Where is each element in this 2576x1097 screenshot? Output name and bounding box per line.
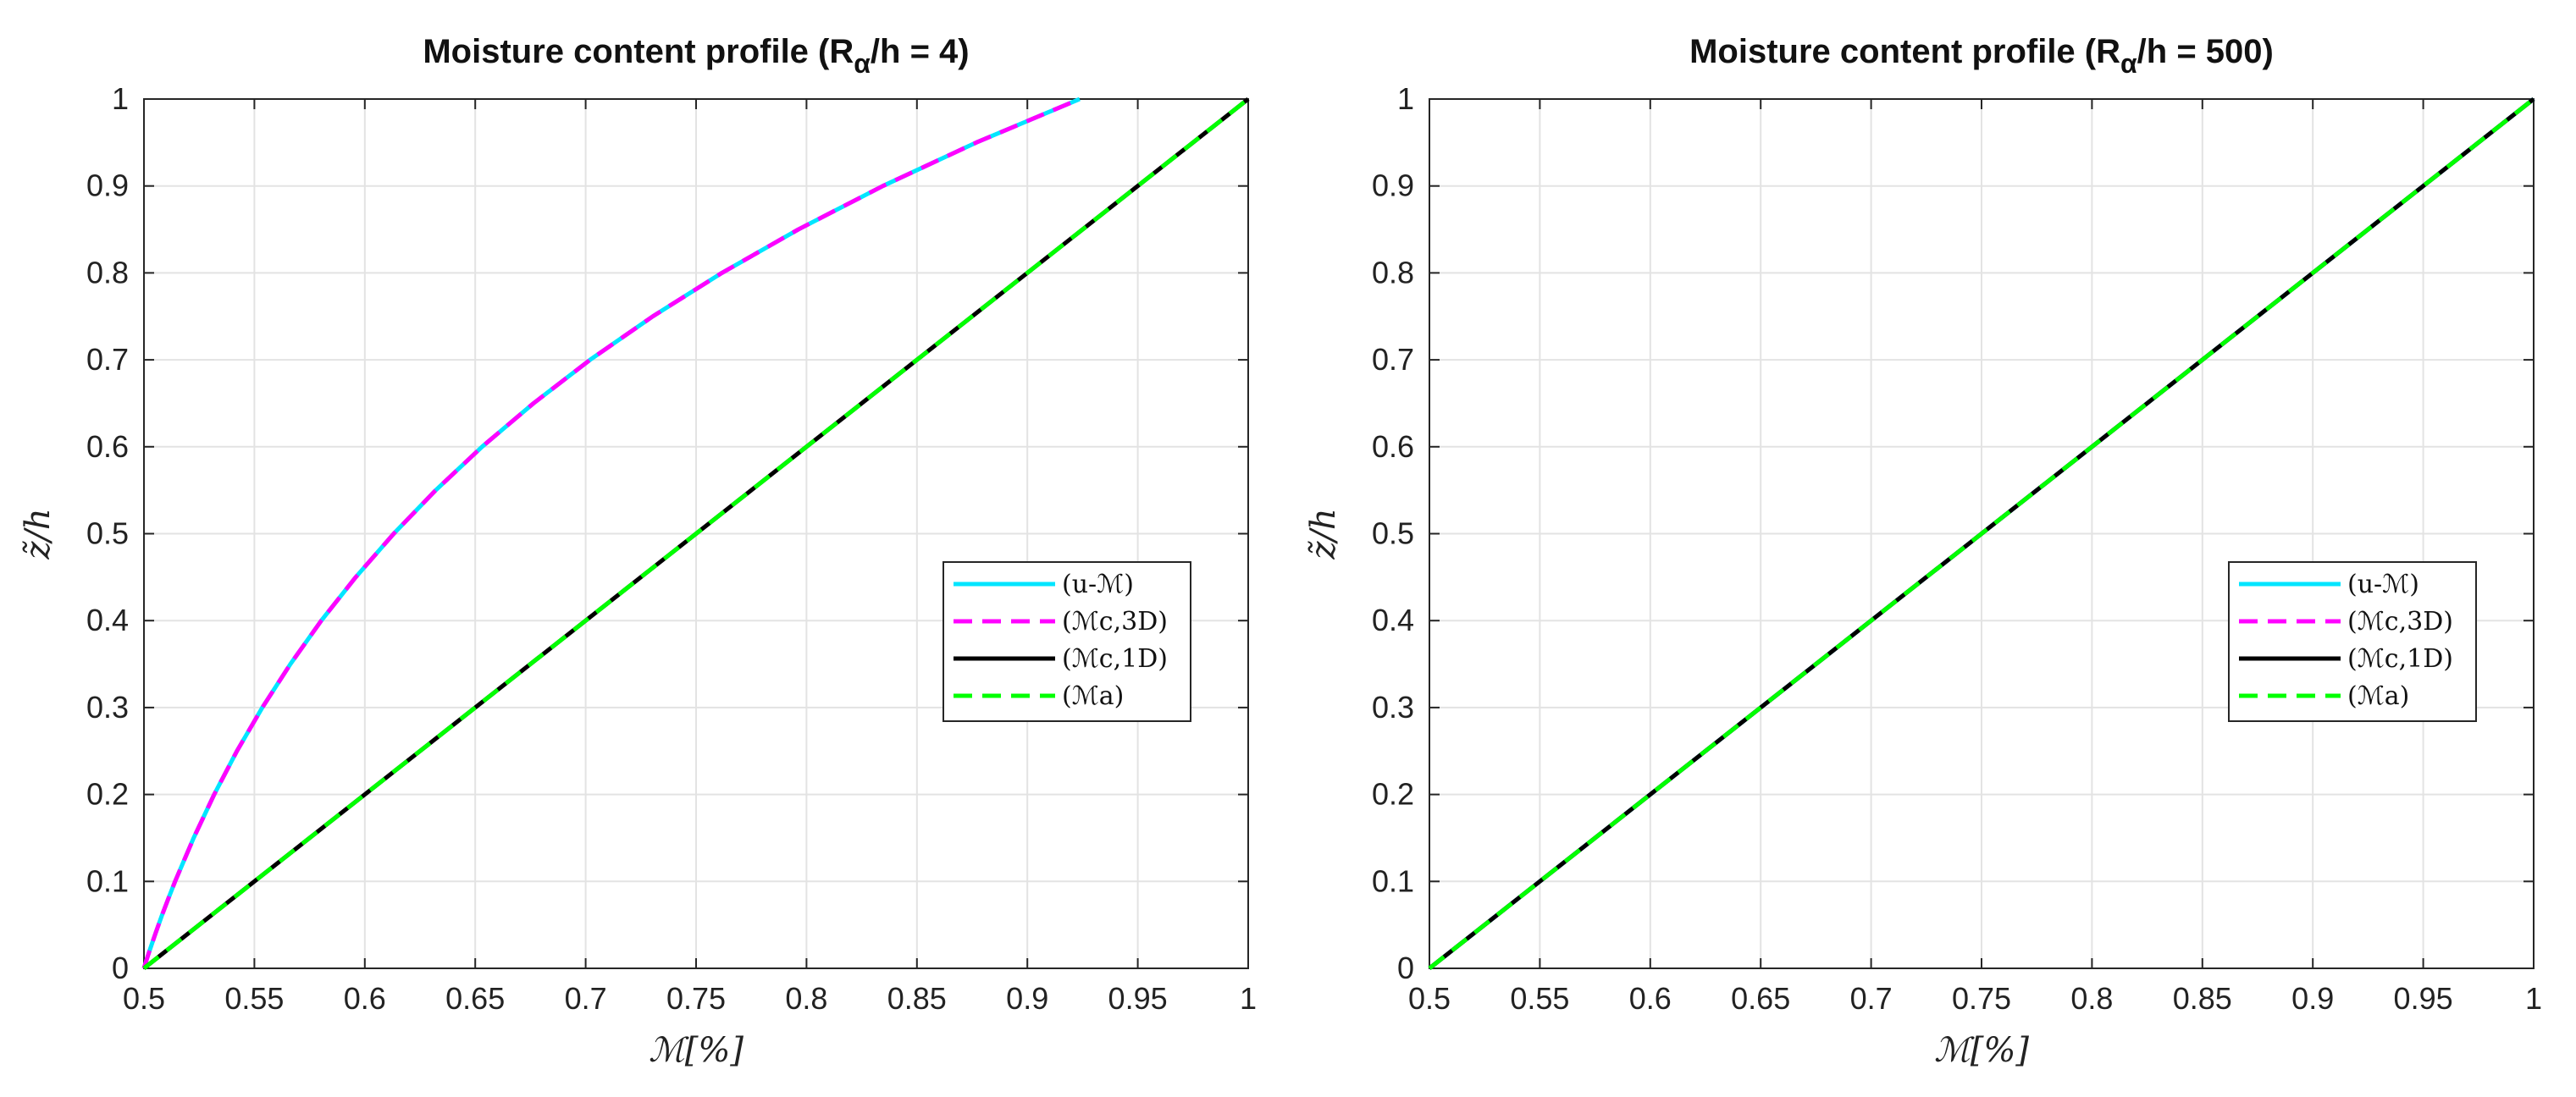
chart-title: Moisture content profile (Rα/h = 500) (1689, 33, 2274, 79)
y-tick-label: 0.5 (1372, 516, 1414, 551)
series-line-2 (141, 96, 1081, 969)
legend: (u-ℳ) (ℳc,3D) (ℳc,1D) (ℳa) (2228, 561, 2477, 722)
x-tick-label: 0.85 (2173, 981, 2232, 1016)
legend-label-3: (ℳc,1D) (1062, 644, 1168, 674)
x-tick-label: 1 (1240, 981, 1257, 1016)
y-tick-label: 0.7 (1372, 342, 1414, 377)
y-tick-label: 1 (112, 81, 129, 116)
y-tick-label: 0.9 (86, 168, 129, 203)
y-tick-label: 0 (1397, 951, 1414, 985)
legend-label-4: (ℳa) (1062, 681, 1124, 711)
x-tick-label: 0.85 (887, 981, 947, 1016)
axes-box (143, 98, 1249, 969)
x-tick-label: 0.55 (224, 981, 284, 1016)
y-tick-label: 0.2 (1372, 777, 1414, 812)
x-tick-label: 0.75 (666, 981, 726, 1016)
y-axis-label: z̃/h (19, 508, 58, 560)
x-tick-label: 0.8 (785, 981, 827, 1016)
legend-label-2: (ℳc,3D) (2347, 607, 2453, 637)
y-tick-label: 0.6 (86, 429, 129, 464)
legend-label-1: (u-ℳ) (2347, 570, 2419, 599)
x-tick-label: 0.9 (1006, 981, 1048, 1016)
legend-label-4: (ℳa) (2347, 681, 2409, 711)
y-axis-label: z̃/h (1304, 508, 1343, 560)
legend-label-1: (u-ℳ) (1062, 570, 1134, 599)
x-tick-label: 0.6 (1629, 981, 1672, 1016)
x-tick-label: 0.8 (2070, 981, 2113, 1016)
legend: (u-ℳ) (ℳc,3D) (ℳc,1D) (ℳa) (943, 561, 1191, 722)
axes-box (1429, 98, 2535, 969)
x-tick-label: 0.5 (1408, 981, 1451, 1016)
y-tick-label: 0.5 (86, 516, 129, 551)
x-axis-label: ℳ[%] (1934, 1031, 2029, 1070)
y-tick-label: 0.4 (1372, 603, 1414, 637)
legend-label-3: (ℳc,1D) (2347, 644, 2453, 674)
chart-title: Moisture content profile (Rα/h = 4) (423, 33, 969, 79)
y-tick-label: 0.8 (86, 255, 129, 289)
chart-1: 0.5 0.55 0.6 0.65 0.7 0.75 0.8 0.85 0.9 0.95 1 0 0.1… (19, 33, 1257, 1070)
y-tick-label: 0 (112, 951, 129, 985)
x-tick-label: 0.5 (123, 981, 165, 1016)
y-tick-label: 1 (1397, 81, 1414, 116)
legend-label-2: (ℳc,3D) (1062, 607, 1168, 637)
x-tick-label: 0.7 (1850, 981, 1893, 1016)
x-tick-label: 0.95 (1108, 981, 1168, 1016)
chart-2: 0.5 0.55 0.6 0.65 0.7 0.75 0.8 0.85 0.9 0.95 1 0 0.1… (1304, 33, 2542, 1070)
y-tick-label: 0.9 (1372, 168, 1414, 203)
x-tick-label: 0.6 (344, 981, 386, 1016)
x-tick-label: 0.75 (1952, 981, 2011, 1016)
x-tick-label: 0.9 (2291, 981, 2334, 1016)
y-tick-label: 0.3 (86, 690, 129, 725)
x-axis-label: ℳ[%] (649, 1031, 744, 1070)
y-tick-label: 0.8 (1372, 255, 1414, 289)
y-tick-label: 0.7 (86, 342, 129, 377)
y-tick-label: 0.2 (86, 777, 129, 812)
series-line-4 (142, 97, 1250, 970)
x-tick-label: 1 (2525, 981, 2542, 1016)
y-tick-label: 0.4 (86, 603, 129, 637)
y-tick-label: 0.3 (1372, 690, 1414, 725)
y-tick-label: 0.1 (1372, 863, 1414, 898)
x-tick-label: 0.7 (565, 981, 607, 1016)
x-tick-label: 0.55 (1510, 981, 1569, 1016)
x-tick-label: 0.65 (1731, 981, 1790, 1016)
y-tick-label: 0.1 (86, 863, 129, 898)
x-tick-label: 0.65 (445, 981, 505, 1016)
x-tick-label: 0.95 (2394, 981, 2453, 1016)
y-tick-label: 0.6 (1372, 429, 1414, 464)
series-line-4 (1428, 97, 2535, 970)
